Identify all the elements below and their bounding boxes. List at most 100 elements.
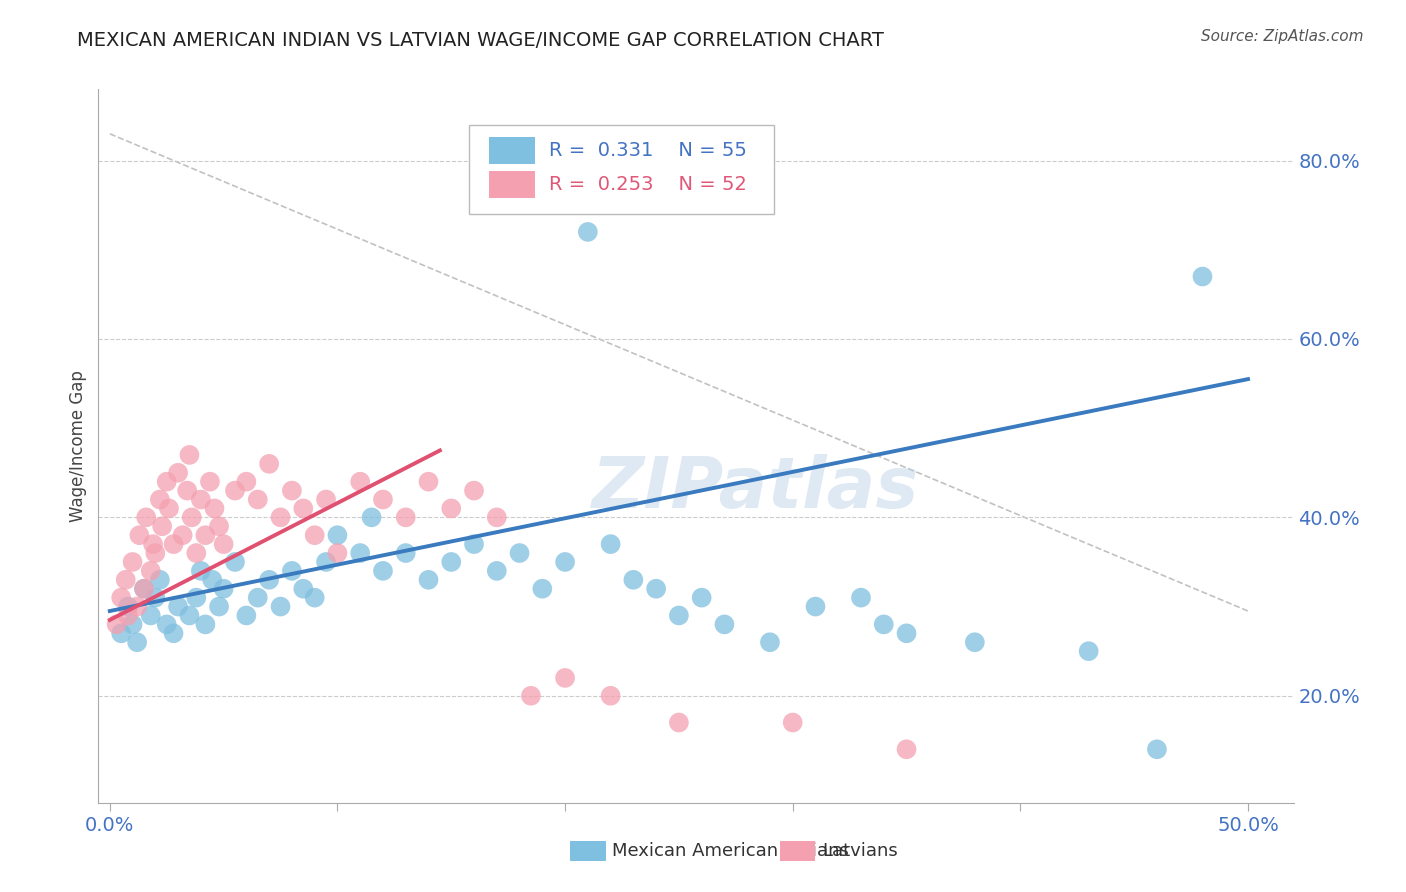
Point [485, 510, 508, 524]
Point [896, 626, 918, 640]
Point [110, 626, 132, 640]
Point [531, 582, 554, 596]
Point [349, 546, 371, 560]
Point [371, 492, 394, 507]
Point [520, 689, 543, 703]
Point [326, 546, 349, 560]
FancyBboxPatch shape [779, 841, 815, 862]
Point [1191, 269, 1213, 284]
Point [180, 510, 202, 524]
Point [149, 573, 172, 587]
Point [235, 475, 257, 489]
Point [873, 617, 896, 632]
Point [149, 492, 172, 507]
Point [190, 564, 212, 578]
Point [599, 537, 621, 551]
Point [554, 671, 576, 685]
Point [190, 492, 212, 507]
Point [143, 591, 166, 605]
Point [157, 501, 180, 516]
Point [186, 546, 208, 560]
Point [224, 483, 246, 498]
Point [117, 599, 139, 614]
Point [128, 528, 150, 542]
Point [463, 483, 485, 498]
Point [204, 501, 226, 516]
Point [270, 599, 292, 614]
Point [135, 510, 157, 524]
Point [690, 591, 713, 605]
Point [208, 599, 231, 614]
Y-axis label: Wage/Income Gap: Wage/Income Gap [69, 370, 87, 522]
Point [849, 591, 872, 605]
Point [167, 599, 190, 614]
Point [201, 573, 224, 587]
Point [292, 501, 315, 516]
Text: MEXICAN AMERICAN INDIAN VS LATVIAN WAGE/INCOME GAP CORRELATION CHART: MEXICAN AMERICAN INDIAN VS LATVIAN WAGE/… [77, 31, 884, 50]
Point [576, 225, 599, 239]
Point [246, 492, 269, 507]
Point [315, 555, 337, 569]
Point [235, 608, 257, 623]
Point [759, 635, 782, 649]
Point [1077, 644, 1099, 658]
Point [212, 582, 235, 596]
Text: Latvians: Latvians [823, 842, 898, 860]
Point [150, 519, 173, 533]
Point [645, 582, 668, 596]
Text: R =  0.253    N = 52: R = 0.253 N = 52 [548, 176, 747, 194]
Point [668, 715, 690, 730]
Point [440, 555, 463, 569]
Point [304, 528, 326, 542]
Point [127, 599, 149, 614]
FancyBboxPatch shape [489, 171, 534, 198]
Point [132, 582, 155, 596]
Point [896, 742, 918, 756]
Text: Mexican American Indians: Mexican American Indians [613, 842, 849, 860]
Text: Source: ZipAtlas.com: Source: ZipAtlas.com [1201, 29, 1364, 45]
Point [485, 564, 508, 578]
Point [440, 501, 463, 516]
Point [621, 573, 644, 587]
Point [599, 689, 621, 703]
Point [212, 537, 235, 551]
Point [121, 617, 143, 632]
Point [156, 475, 179, 489]
Point [326, 528, 349, 542]
Point [105, 617, 128, 632]
Point [117, 608, 139, 623]
Point [142, 537, 165, 551]
Point [782, 715, 804, 730]
Point [172, 528, 194, 542]
Point [257, 573, 280, 587]
Point [509, 546, 531, 560]
Point [360, 510, 382, 524]
Point [179, 448, 201, 462]
Point [127, 635, 149, 649]
Point [194, 528, 217, 542]
Point [371, 564, 394, 578]
Point [167, 466, 190, 480]
Point [292, 582, 315, 596]
Point [162, 537, 184, 551]
Point [668, 608, 690, 623]
Point [194, 617, 217, 632]
Point [270, 510, 292, 524]
FancyBboxPatch shape [489, 137, 534, 164]
Point [186, 591, 208, 605]
Point [463, 537, 485, 551]
Text: ZIPatlas: ZIPatlas [592, 454, 920, 524]
Point [713, 617, 735, 632]
Point [315, 492, 337, 507]
Point [176, 483, 198, 498]
Point [418, 475, 440, 489]
Point [281, 564, 304, 578]
Point [208, 519, 231, 533]
Point [121, 555, 143, 569]
Point [179, 608, 201, 623]
Point [349, 475, 371, 489]
Point [110, 591, 132, 605]
Point [395, 546, 418, 560]
Point [304, 591, 326, 605]
Point [198, 475, 221, 489]
